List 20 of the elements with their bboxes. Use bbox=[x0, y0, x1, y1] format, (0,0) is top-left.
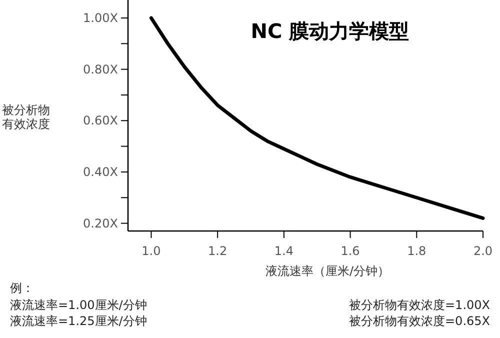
x-tick-label: 1.0 bbox=[142, 244, 161, 258]
x-tick-label: 1.6 bbox=[340, 244, 360, 258]
line-series bbox=[149, 16, 485, 220]
y-tick-label: 0.20X bbox=[83, 216, 118, 230]
y-tick-label: 0.80X bbox=[83, 62, 118, 76]
text: NC 膜动力学模型 bbox=[250, 19, 410, 43]
text: 液流速率=1.25厘米/分钟 bbox=[10, 314, 147, 328]
y-tick-label: 0.60X bbox=[83, 114, 118, 128]
x-tick-label: 1.4 bbox=[274, 244, 294, 258]
x-tick-label: 1.8 bbox=[407, 244, 426, 258]
text: 液流速率=1.00厘米/分钟 bbox=[10, 298, 147, 312]
y-axis-title: 被分析物有效浓度 bbox=[2, 103, 51, 131]
text: 被分析物有效浓度=0.65X bbox=[349, 314, 490, 328]
text: 被分析物有效浓度=1.00X bbox=[349, 298, 490, 312]
text: 例： bbox=[10, 281, 34, 295]
x-axis-title: 液流速率（厘米/分钟） bbox=[265, 264, 390, 278]
y-tick-label: 0.40X bbox=[83, 164, 118, 179]
x-tick-label: 2.0 bbox=[473, 244, 493, 258]
y-tick-label: 1.00X bbox=[83, 10, 118, 25]
x-tick-label: 1.2 bbox=[208, 244, 228, 258]
